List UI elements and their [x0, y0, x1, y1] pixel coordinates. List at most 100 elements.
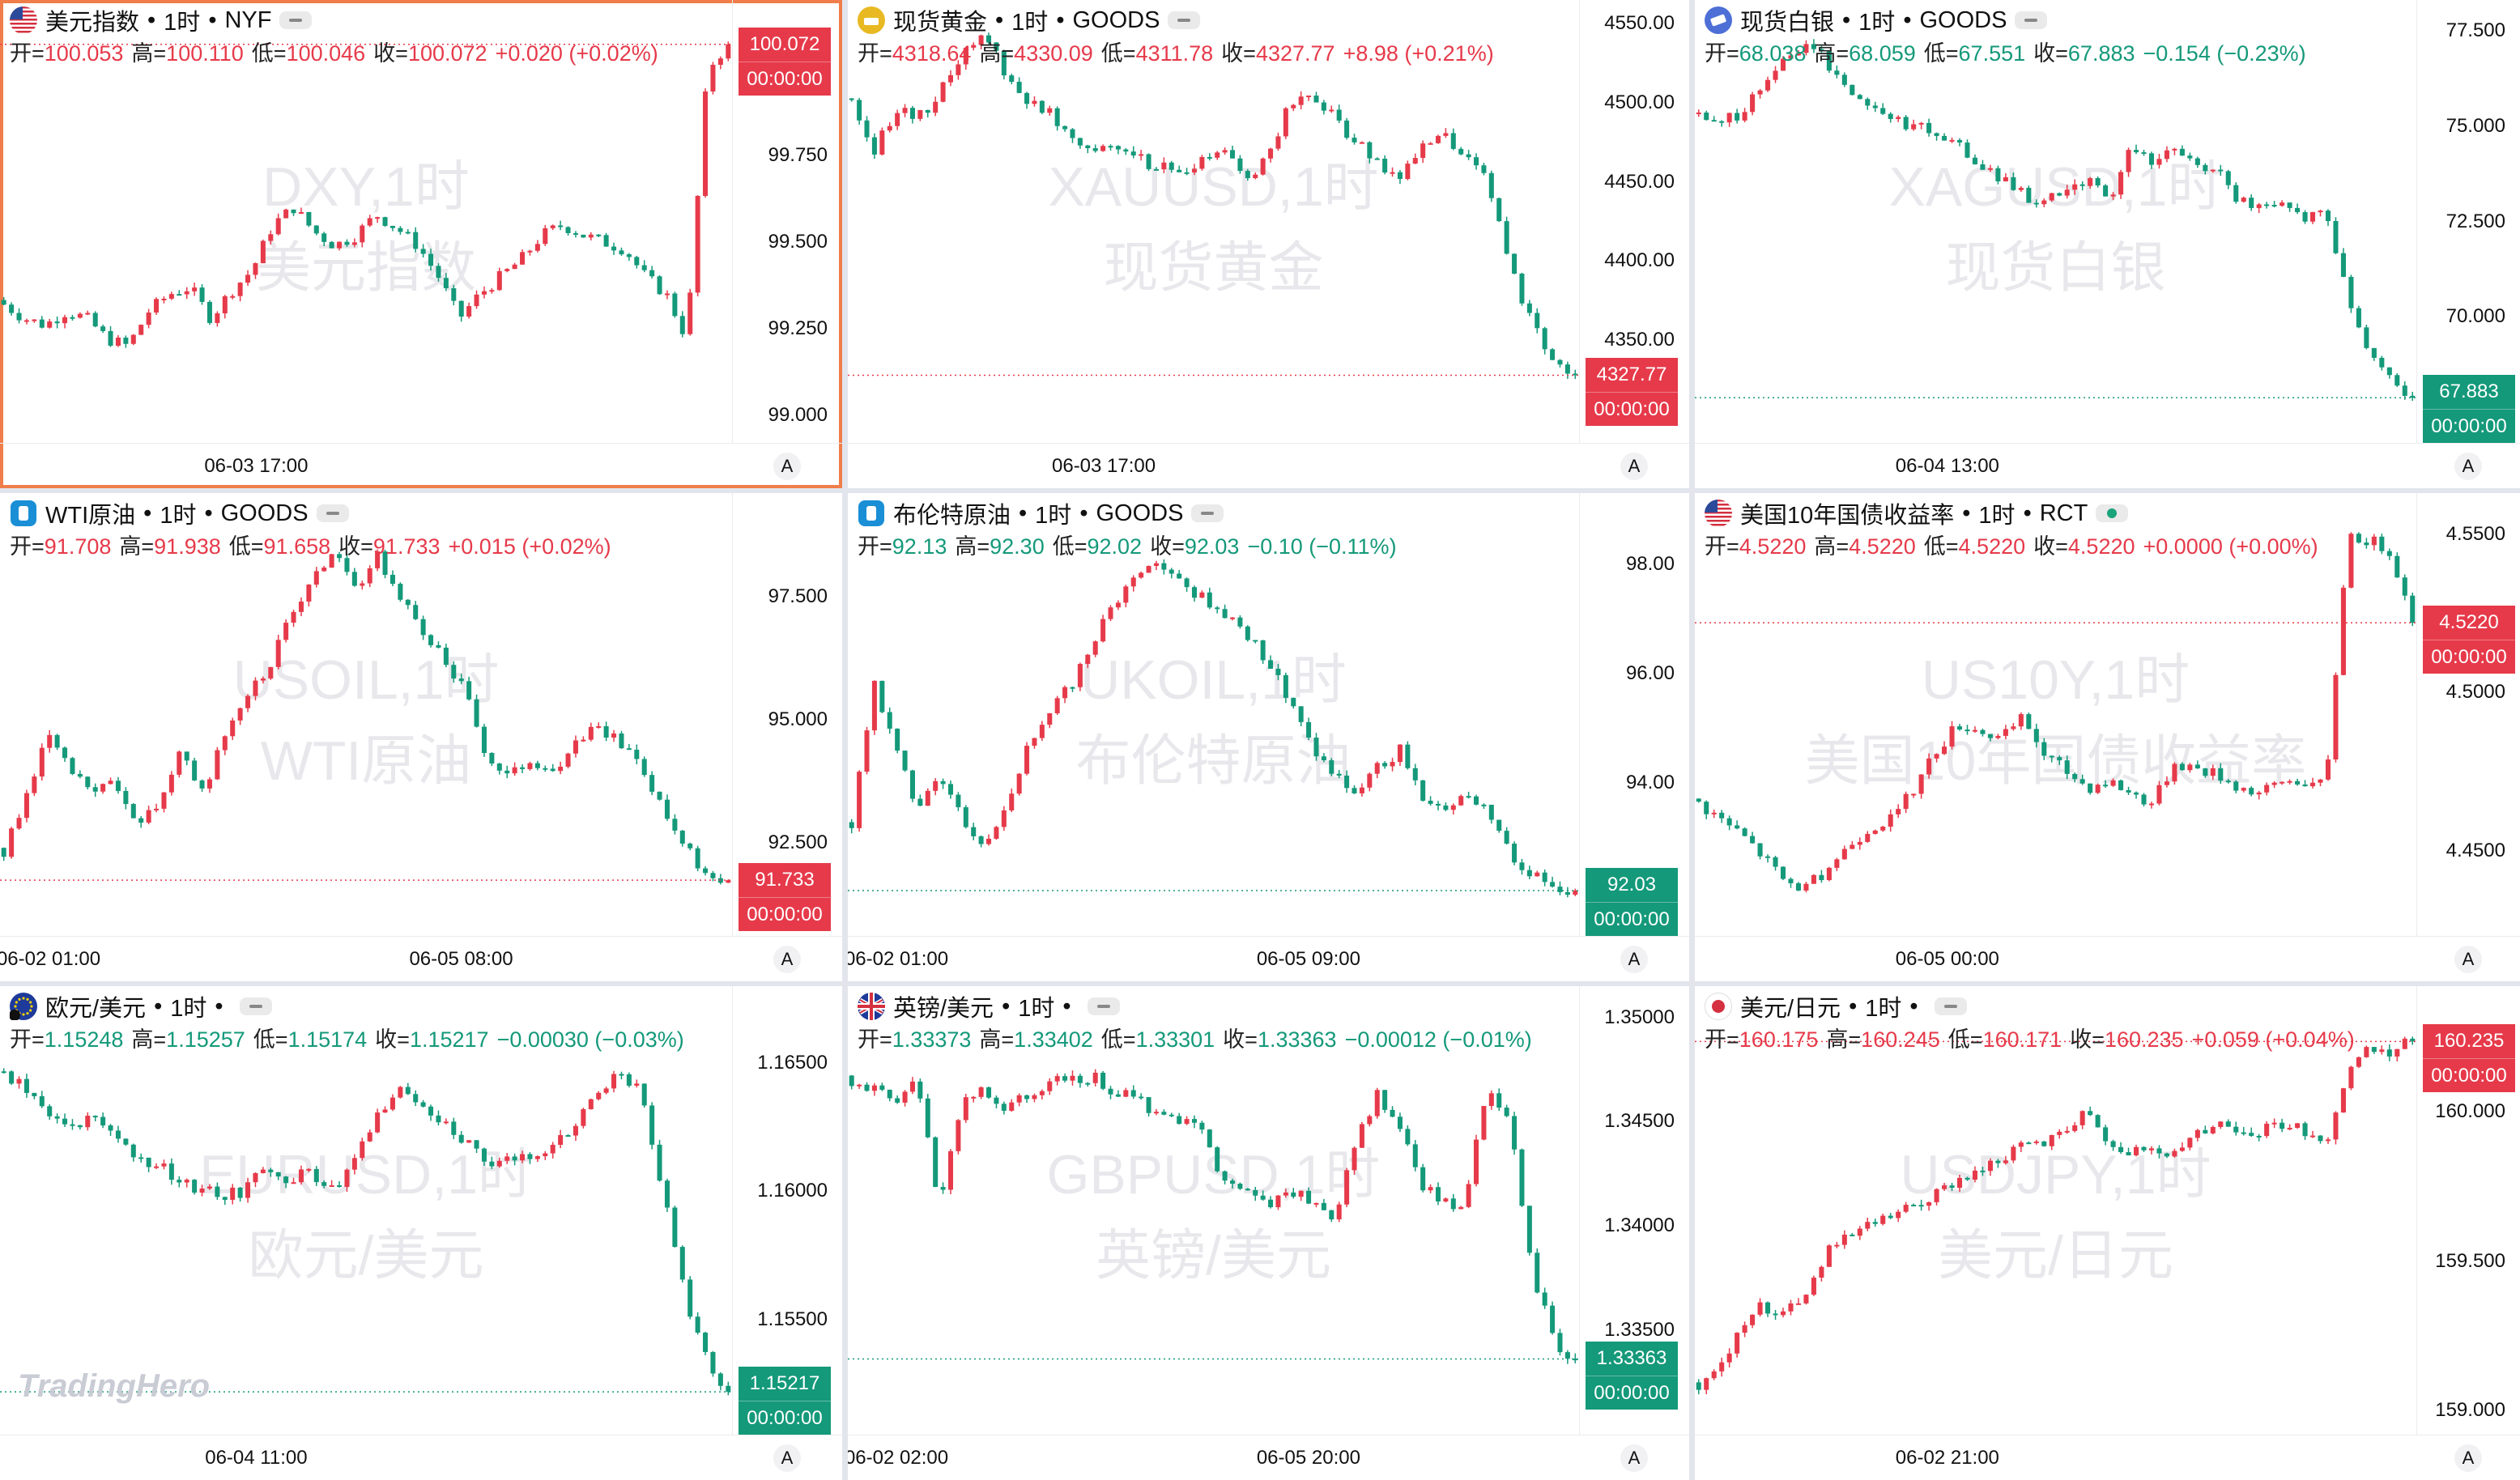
- candle-plot[interactable]: [0, 986, 732, 1435]
- auto-scale-button[interactable]: A: [2454, 453, 2482, 480]
- symbol-name[interactable]: 现货白银: [1740, 10, 1835, 36]
- symbol-header[interactable]: 英镑/美元 • 1时 •: [858, 989, 1120, 1023]
- candle: [1949, 721, 1955, 750]
- live-status-icon[interactable]: [2096, 504, 2129, 522]
- visibility-toggle-icon[interactable]: [316, 504, 349, 522]
- auto-scale-button[interactable]: A: [1620, 1444, 1648, 1472]
- symbol-header[interactable]: 美元/日元 • 1时 •: [1705, 989, 1967, 1023]
- candle-plot[interactable]: [0, 493, 732, 936]
- symbol-header[interactable]: WTI原油 • 1时 • GOODS: [10, 496, 349, 530]
- auto-scale-button[interactable]: A: [1620, 453, 1648, 480]
- auto-scale-button[interactable]: A: [773, 453, 801, 480]
- symbol-header[interactable]: 欧元/美元 • 1时 •: [9, 989, 272, 1023]
- symbol-name[interactable]: 布伦特原油: [893, 503, 1011, 529]
- candle: [2410, 592, 2416, 627]
- chart-panel-xag[interactable]: XAGUSD,1时 现货白银 现货白银 • 1时 • GOODS 开=68.038 高=68.0…: [1695, 0, 2520, 488]
- candle: [1039, 1089, 1045, 1100]
- candle-plot[interactable]: [1695, 0, 2416, 443]
- auto-scale-button[interactable]: A: [773, 1444, 801, 1472]
- price-axis[interactable]: 99.750 99.500 99.250 99.000: [732, 0, 842, 443]
- candle: [2218, 763, 2224, 785]
- visibility-toggle-icon[interactable]: [1191, 504, 1224, 522]
- chart-panel-eurusd[interactable]: EURUSD,1时 欧元/美元 欧元/美元 • 1时 • 开=1.15248 高=1.1525…: [0, 986, 842, 1480]
- candle: [1077, 662, 1083, 691]
- interval-label[interactable]: 1时: [1865, 996, 1902, 1022]
- visibility-toggle-icon[interactable]: [279, 11, 313, 29]
- candle-plot[interactable]: [848, 0, 1579, 443]
- candle: [1062, 125, 1068, 132]
- price-axis[interactable]: 77.500 75.000 72.500 70.000: [2416, 0, 2520, 443]
- interval-label[interactable]: 1时: [164, 10, 201, 36]
- symbol-header[interactable]: 美国10年国债收益率 • 1时 • RCT: [1705, 496, 2129, 530]
- visibility-toggle-icon[interactable]: [2015, 11, 2048, 29]
- price-axis[interactable]: 4550.00 4500.00 4450.00 4400.00 4350.00: [1579, 0, 1689, 443]
- time-axis[interactable]: 06-02 01:00 06-05 08:00 A: [0, 936, 842, 981]
- candle: [695, 195, 700, 297]
- time-axis[interactable]: 06-02 02:00 06-05 20:00 A: [848, 1435, 1689, 1480]
- symbol-name[interactable]: 现货黄金: [893, 10, 988, 36]
- interval-label[interactable]: 1时: [1978, 503, 2016, 529]
- price-axis[interactable]: 98.00 96.00 94.00: [1579, 493, 1689, 936]
- price-axis[interactable]: 97.500 95.000 92.500: [732, 493, 842, 936]
- symbol-header[interactable]: 现货黄金 • 1时 • GOODS: [858, 3, 1201, 37]
- chart-panel-usdjpy[interactable]: USDJPY,1时 美元/日元 美元/日元 • 1时 • 开=160.175 高=160.24…: [1695, 986, 2520, 1480]
- candle-plot[interactable]: [848, 493, 1579, 936]
- price-axis[interactable]: 4.5500 4.5000 4.4500: [2416, 493, 2520, 936]
- candle: [154, 297, 160, 315]
- price-tick: 1.33500: [1604, 1319, 1675, 1342]
- auto-scale-button[interactable]: A: [2454, 946, 2482, 973]
- symbol-name[interactable]: 欧元/美元: [45, 996, 147, 1022]
- chart-panel-us10y[interactable]: US10Y,1时 美国10年国债收益率 美国10年国债收益率 • 1时 • RCT 开=4.5…: [1695, 493, 2520, 981]
- time-axis[interactable]: 06-04 11:00 A: [0, 1435, 842, 1480]
- time-axis[interactable]: 06-04 13:00 A: [1695, 443, 2520, 488]
- symbol-name[interactable]: 英镑/美元: [893, 996, 994, 1022]
- candle: [2203, 1125, 2208, 1134]
- symbol-name[interactable]: WTI原油: [45, 503, 136, 529]
- chart-panel-xau[interactable]: XAUUSD,1时 现货黄金 现货黄金 • 1时 • GOODS 开=4318.64 高=433…: [848, 0, 1689, 488]
- auto-scale-button[interactable]: A: [773, 946, 801, 973]
- interval-label[interactable]: 1时: [1018, 996, 1055, 1022]
- time-axis[interactable]: 06-03 17:00 A: [0, 443, 842, 488]
- candle-plot[interactable]: [0, 0, 732, 443]
- visibility-toggle-icon[interactable]: [1168, 11, 1201, 29]
- symbol-name[interactable]: 美元/日元: [1740, 996, 1841, 1022]
- chart-panel-gbpusd[interactable]: GBPUSD,1时 英镑/美元 英镑/美元 • 1时 • 开=1.33373 高=1.3340…: [848, 986, 1689, 1480]
- candle: [947, 780, 953, 799]
- candle-plot[interactable]: [1695, 493, 2416, 936]
- candle-plot[interactable]: [848, 986, 1579, 1435]
- symbol-header[interactable]: 布伦特原油 • 1时 • GOODS: [858, 496, 1224, 530]
- interval-label[interactable]: 1时: [1035, 503, 1072, 529]
- visibility-toggle-icon[interactable]: [239, 997, 272, 1015]
- candle: [1070, 1070, 1075, 1086]
- auto-scale-button[interactable]: A: [2454, 1444, 2482, 1472]
- candle: [2156, 1145, 2162, 1159]
- candle: [1450, 128, 1456, 151]
- price-axis[interactable]: 1.35000 1.34500 1.34000 1.33500: [1579, 986, 1689, 1435]
- candle-plot[interactable]: [1695, 986, 2416, 1435]
- price-tick: 95.000: [768, 708, 828, 730]
- time-axis[interactable]: 06-05 00:00 A: [1695, 936, 2520, 981]
- price-axis[interactable]: 160.000 159.500 159.000: [2416, 986, 2520, 1435]
- candle: [857, 97, 862, 125]
- symbol-header[interactable]: 现货白银 • 1时 • GOODS: [1705, 3, 2048, 37]
- chart-panel-brent[interactable]: UKOIL,1时 布伦特原油 布伦特原油 • 1时 • GOODS 开=92.13 高=92.3…: [848, 493, 1689, 981]
- chart-panel-wti[interactable]: USOIL,1时 WTI原油 WTI原油 • 1时 • GOODS 开=91.708 高=91.…: [0, 493, 842, 981]
- interval-label[interactable]: 1时: [170, 996, 207, 1022]
- price-axis[interactable]: 1.16500 1.16000 1.15500: [732, 986, 842, 1435]
- candle: [489, 287, 495, 294]
- candle: [1512, 1112, 1518, 1155]
- interval-label[interactable]: 1时: [160, 503, 197, 529]
- symbol-header[interactable]: 美元指数 • 1时 • NYF: [10, 3, 313, 37]
- symbol-name[interactable]: 美国10年国债收益率: [1740, 503, 1955, 529]
- interval-label[interactable]: 1时: [1011, 10, 1049, 36]
- interval-label[interactable]: 1时: [1858, 10, 1896, 36]
- symbol-name[interactable]: 美元指数: [45, 10, 140, 36]
- auto-scale-button[interactable]: A: [1620, 946, 1648, 973]
- visibility-toggle-icon[interactable]: [1934, 997, 1967, 1015]
- ohlc-readout: 开=1.15248 高=1.15257 低=1.15174 收=1.15217 −0.0…: [10, 1022, 684, 1053]
- time-axis[interactable]: 06-02 01:00 06-05 09:00 A: [848, 936, 1689, 981]
- time-axis[interactable]: 06-02 21:00 A: [1695, 1435, 2520, 1480]
- time-axis[interactable]: 06-03 17:00 A: [848, 443, 1689, 488]
- visibility-toggle-icon[interactable]: [1087, 997, 1120, 1015]
- chart-panel-dxy[interactable]: DXY,1时 美元指数 美元指数 • 1时 • NYF 开=100.053 高=100.110 低…: [0, 0, 842, 488]
